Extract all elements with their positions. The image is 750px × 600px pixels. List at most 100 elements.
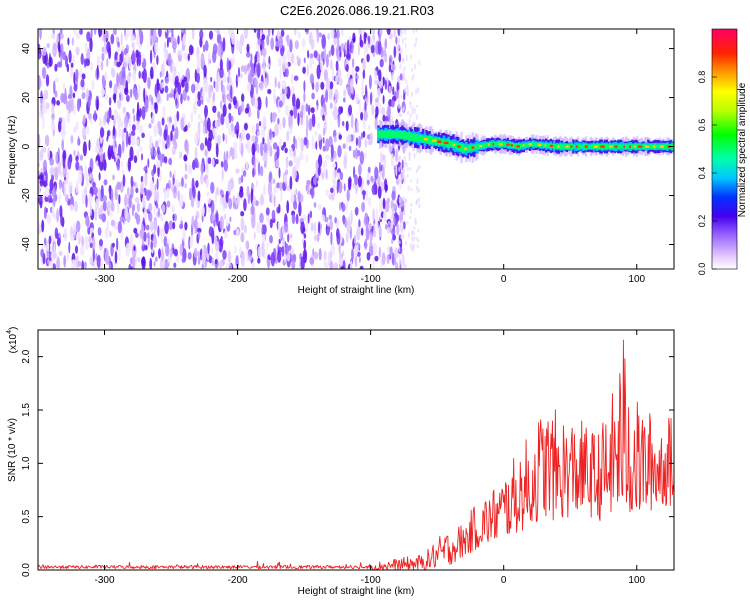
signal-cell: [620, 144, 623, 149]
noise-blob: [41, 219, 45, 233]
snr-scale-exponent: 4: [6, 330, 13, 334]
signal-cell: [576, 144, 580, 149]
noise-blob: [84, 164, 87, 177]
noise-blob: [87, 95, 91, 108]
noise-blob: [73, 83, 78, 92]
noise-blob: [110, 202, 115, 212]
noise-blob: [173, 262, 177, 268]
noise-blob: [149, 257, 153, 269]
y-tick-label: 1.5: [21, 403, 32, 417]
noise-blob: [267, 181, 272, 196]
noise-blob: [325, 154, 330, 160]
noise-blob: [309, 53, 314, 59]
noise-blob: [372, 208, 376, 222]
noise-blob: [79, 29, 83, 35]
noise-blob: [257, 50, 260, 66]
signal-peak-cell: [464, 147, 467, 151]
signal-peak-cell: [570, 145, 573, 148]
noise-blob: [138, 51, 142, 67]
noise-blob: [401, 228, 404, 233]
noise-blob: [40, 79, 44, 88]
signal-cell: [455, 142, 458, 150]
noise-blob: [266, 35, 270, 46]
noise-blob: [223, 230, 228, 239]
noise-blob: [150, 148, 154, 158]
noise-blob: [240, 232, 245, 243]
noise-blob: [222, 104, 227, 117]
noise-blob: [325, 88, 329, 103]
noise-blob: [172, 221, 176, 230]
signal-cell: [533, 142, 537, 147]
noise-blob: [286, 130, 290, 142]
noise-blob: [246, 82, 252, 93]
noise-blob: [158, 29, 162, 38]
noise-blob: [365, 84, 368, 99]
noise-blob: [272, 178, 276, 184]
noise-blob: [258, 121, 262, 127]
noise-blob: [345, 232, 349, 244]
noise-blob: [259, 212, 264, 224]
noise-blob: [416, 166, 419, 171]
noise-blob: [196, 72, 201, 84]
noise-blob: [138, 124, 143, 135]
noise-blob: [153, 261, 156, 267]
noise-blob: [403, 66, 406, 71]
noise-blob: [414, 217, 417, 224]
noise-blob: [254, 135, 259, 144]
noise-blob: [330, 144, 334, 158]
noise-blob: [340, 266, 345, 269]
noise-blob: [391, 153, 394, 165]
noise-blob: [303, 136, 308, 146]
noise-blob: [309, 58, 313, 70]
noise-blob: [405, 54, 408, 62]
noise-blob: [269, 128, 272, 141]
noise-blob: [414, 63, 416, 70]
colorbar-tick-label: 0.0: [697, 263, 707, 276]
noise-blob: [76, 220, 81, 233]
noise-blob: [301, 38, 306, 48]
signal-cell: [415, 133, 418, 142]
signal-peak-cell: [623, 145, 625, 148]
noise-blob: [215, 186, 220, 196]
noise-blob: [360, 227, 364, 236]
noise-blob: [386, 29, 391, 35]
signal-cell: [519, 143, 522, 149]
noise-blob: [311, 58, 315, 65]
noise-blob: [154, 41, 159, 54]
noise-blob: [388, 64, 392, 73]
signal-cell: [583, 144, 586, 150]
signal-cell: [597, 143, 600, 150]
noise-blob: [247, 72, 253, 85]
snr-scale-factor: (x104): [6, 327, 19, 354]
noise-blob: [225, 190, 229, 204]
signal-peak-cell: [528, 143, 532, 146]
noise-blob: [409, 216, 412, 220]
noise-blob: [418, 188, 420, 193]
noise-blob: [328, 214, 333, 221]
noise-blob: [219, 100, 223, 109]
noise-blob: [398, 253, 400, 258]
noise-blob: [95, 160, 99, 167]
noise-blob: [173, 114, 177, 129]
noise-blob: [48, 198, 54, 203]
noise-blob: [382, 197, 386, 210]
noise-blob: [321, 34, 327, 50]
noise-blob: [397, 99, 400, 107]
noise-blob: [413, 236, 416, 242]
noise-blob: [184, 124, 188, 132]
noise-blob: [144, 244, 148, 251]
noise-blob: [395, 36, 398, 45]
noise-blob: [336, 29, 340, 35]
noise-blob: [106, 41, 111, 53]
noise-blob: [50, 122, 56, 131]
noise-blob: [42, 159, 48, 172]
signal-cell: [390, 132, 393, 137]
x-tick-label: -100: [361, 575, 381, 586]
signal-peak-cell: [557, 145, 560, 148]
noise-blob: [126, 29, 130, 37]
noise-blob: [306, 181, 310, 195]
noise-blob: [132, 108, 135, 115]
x-tick-label: -300: [95, 575, 115, 586]
noise-blob: [401, 37, 404, 44]
noise-blob: [100, 258, 103, 269]
